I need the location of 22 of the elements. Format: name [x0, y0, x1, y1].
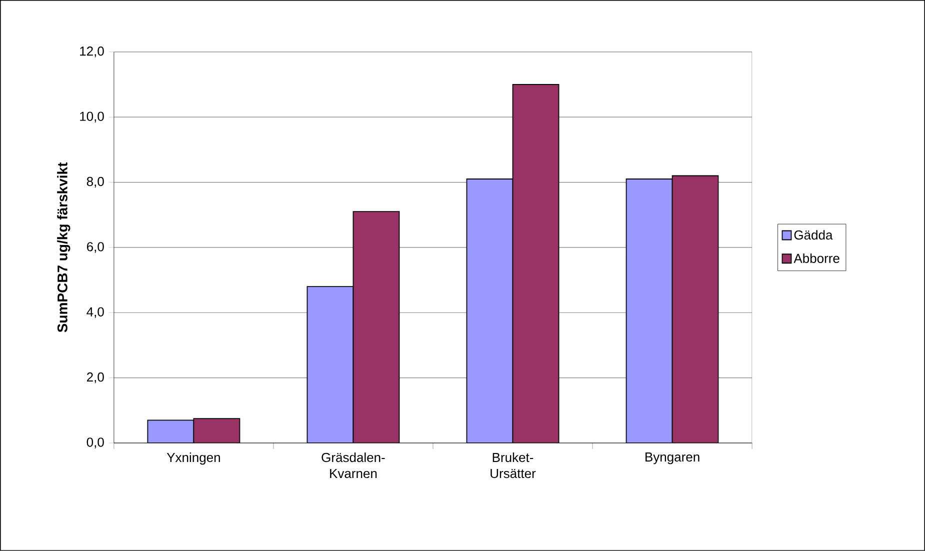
legend-label: Abborre	[794, 253, 840, 264]
y-tick-label: 4,0	[86, 307, 104, 318]
x-tick-label: Gräsdalen-Kvarnen	[322, 452, 385, 478]
bar	[147, 420, 194, 444]
y-tick-label: 2,0	[86, 372, 104, 384]
bar	[512, 84, 560, 444]
y-tick-label: 10,0	[80, 112, 104, 122]
x-tick-label: Bruket-Ursätter	[490, 452, 536, 478]
legend-label: Gädda	[794, 230, 833, 240]
bar	[672, 175, 719, 444]
y-axis-title: SumPCB7 ug/kg färskvikt	[57, 162, 70, 332]
y-tick-label: 6,0	[86, 242, 104, 253]
bar	[352, 211, 400, 444]
y-tick-label: 8,0	[86, 176, 104, 188]
y-tick-label: 12,0	[80, 46, 104, 58]
bar	[193, 418, 240, 444]
y-tick-label: 0,0	[86, 438, 104, 448]
bar	[466, 178, 514, 444]
x-tick-label: Byngaren	[646, 452, 700, 464]
x-tick-label: Yxningen	[166, 452, 220, 465]
bar	[306, 286, 354, 444]
bar	[626, 178, 673, 444]
